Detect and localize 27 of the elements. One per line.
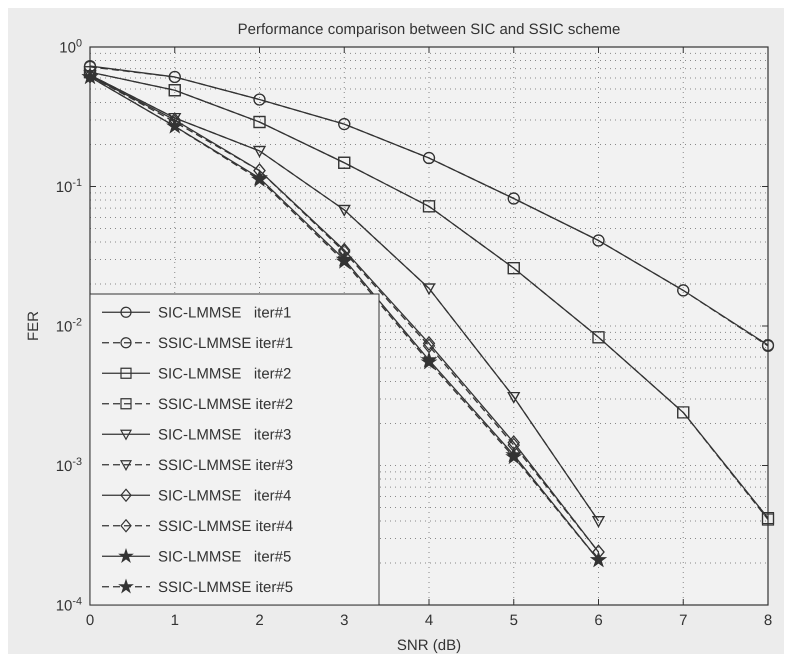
x-tick-label: 4 bbox=[424, 612, 434, 629]
x-tick-label: 1 bbox=[170, 612, 179, 629]
legend-label: SSIC-LMMSE iter#3 bbox=[158, 457, 294, 474]
x-tick-label: 8 bbox=[764, 612, 772, 629]
legend-label: SSIC-LMMSE iter#2 bbox=[158, 396, 294, 413]
x-tick-label: 6 bbox=[594, 612, 603, 629]
y-tick-label: 10$^{-1}$ bbox=[56, 176, 82, 196]
y-tick-label: 10$^{0}$ bbox=[59, 37, 82, 56]
y-tick-label: 10$^{-2}$ bbox=[56, 316, 82, 336]
legend-label: SIC-LMMSE iter#2 bbox=[158, 366, 292, 382]
legend-label: SIC-LMMSE iter#3 bbox=[158, 426, 292, 444]
legend-label: SIC-LMMSE iter#5 bbox=[158, 548, 292, 566]
legend-label: SIC-LMMSE iter#1 bbox=[158, 304, 292, 322]
chart-title: Performance comparison between SIC and SSIC scheme bbox=[238, 21, 620, 38]
x-tick-label: 2 bbox=[255, 612, 264, 629]
x-axis-title: SNR (dB) bbox=[396, 637, 462, 654]
y-tick-label: 10$^{-3}$ bbox=[56, 456, 82, 475]
x-tick-label: 7 bbox=[679, 612, 688, 629]
x-tick-label: 3 bbox=[340, 612, 348, 629]
x-tick-label: 0 bbox=[86, 612, 94, 629]
legend-label: SSIC-LMMSE iter#1 bbox=[158, 335, 294, 352]
y-tick-label: 10$^{-4}$ bbox=[56, 595, 82, 614]
x-tick-label: 5 bbox=[510, 612, 518, 629]
legend-label: SIC-LMMSE iter#4 bbox=[158, 488, 292, 504]
legend-label: SSIC-LMMSE iter#5 bbox=[158, 579, 294, 596]
legend-label: SSIC-LMMSE iter#4 bbox=[158, 518, 294, 535]
y-axis-title: FER bbox=[25, 310, 42, 341]
